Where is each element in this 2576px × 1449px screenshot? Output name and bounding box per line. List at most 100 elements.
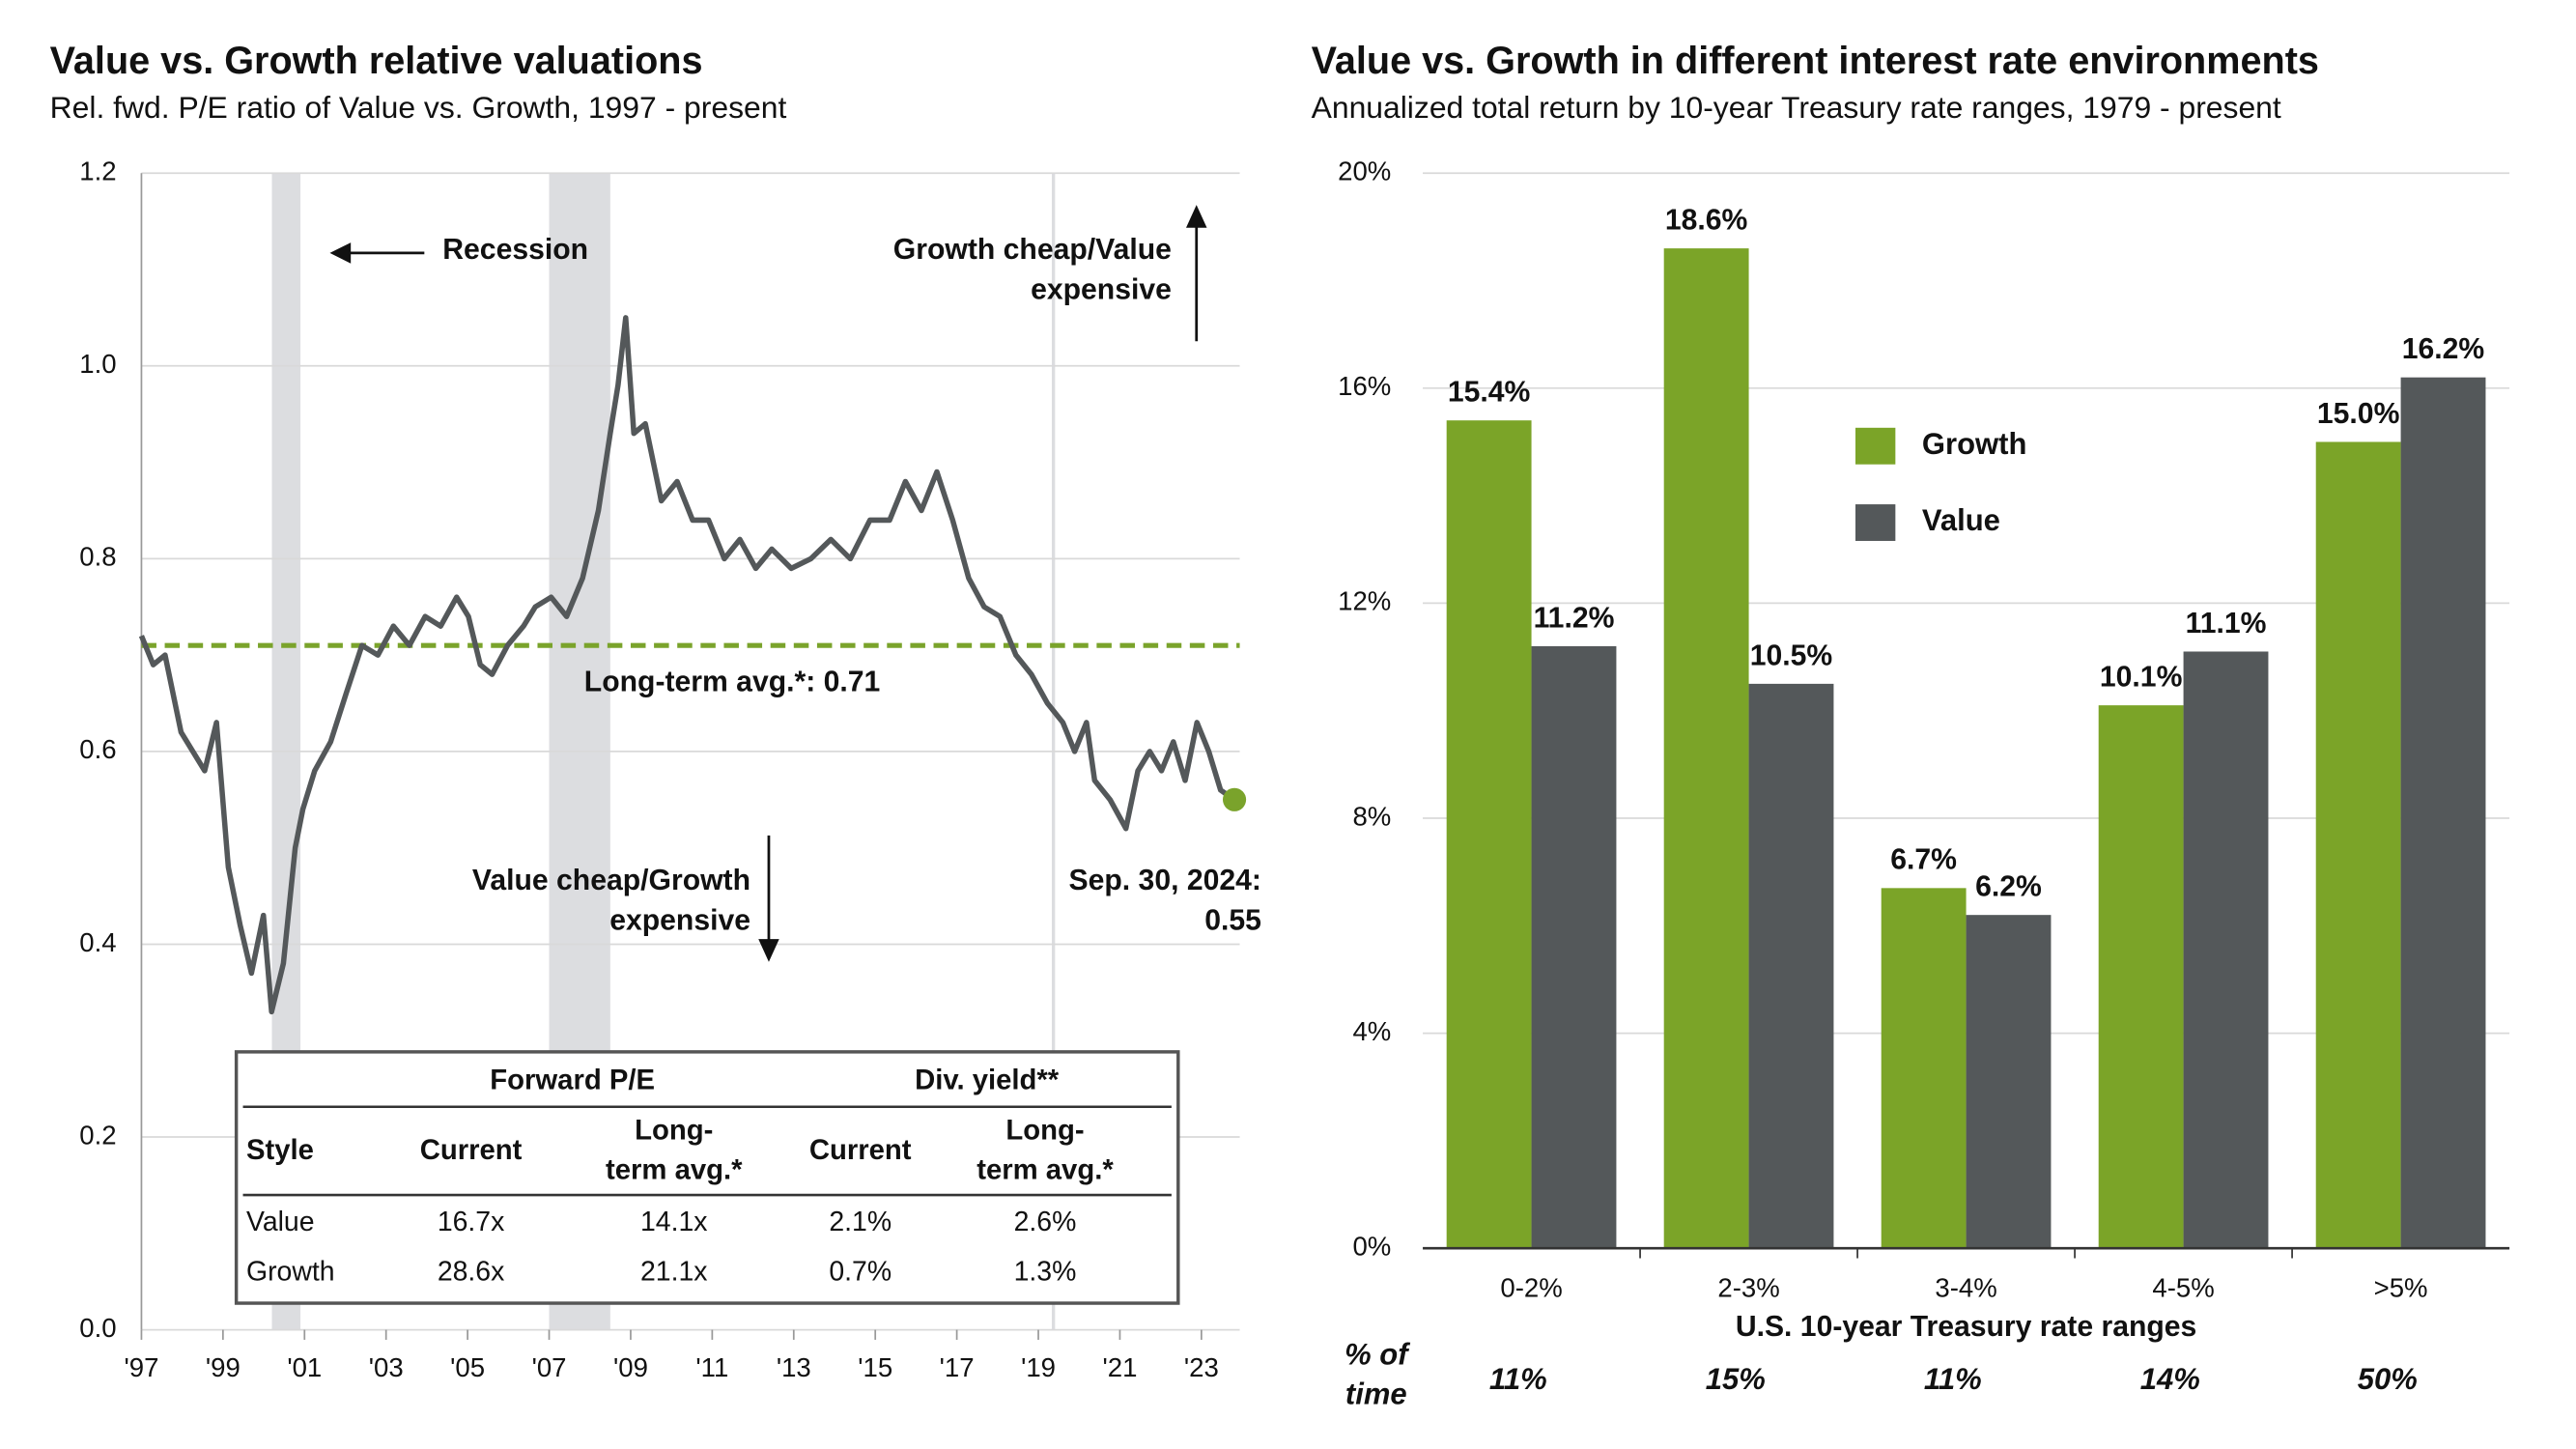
table-column-header: Long-: [635, 1114, 713, 1146]
table-cell: 1.3%: [1014, 1257, 1077, 1288]
y-tick-label: 0.4: [79, 927, 116, 957]
end-marker: [1222, 787, 1247, 811]
time-share: 50%: [2358, 1362, 2418, 1396]
table-cell: 2.6%: [1014, 1207, 1077, 1237]
x-tick-label: '21: [1102, 1352, 1137, 1382]
annotation: Recession: [442, 234, 588, 266]
table-column-header: Current: [420, 1134, 523, 1166]
x-tick-label: '11: [695, 1352, 728, 1382]
x-tick-label: '19: [1021, 1352, 1056, 1382]
time-share-label: time: [1345, 1378, 1407, 1411]
x-tick-label: '97: [124, 1352, 158, 1382]
valuation-line: [138, 315, 1236, 1015]
table-column-header: term avg.*: [606, 1154, 743, 1186]
bar-value-label: 15.4%: [1448, 377, 1530, 409]
bar-value-label: 6.7%: [1890, 844, 1957, 876]
table-column-header: Current: [809, 1134, 912, 1166]
end-label: Sep. 30, 2024:: [1069, 865, 1261, 896]
bar: [1531, 645, 1617, 1249]
legend-label: Growth: [1922, 427, 2026, 461]
arrow-head: [758, 939, 779, 962]
table-column-header: Long-: [1005, 1114, 1084, 1146]
x-tick-label: '13: [777, 1352, 811, 1382]
bar-value-label: 10.1%: [2100, 662, 2182, 694]
x-axis-label: U.S. 10-year Treasury rate ranges: [1736, 1311, 2197, 1343]
chart-title: Value vs. Growth in different interest r…: [1312, 40, 2319, 82]
y-tick-label: 20%: [1338, 156, 1391, 185]
y-tick-label: 1.2: [79, 156, 116, 185]
bar: [1446, 420, 1532, 1249]
x-tick-label: '01: [287, 1352, 322, 1382]
x-tick-label: '05: [450, 1352, 485, 1382]
y-tick-label: 8%: [1352, 801, 1391, 831]
bar-value-label: 11.1%: [2186, 608, 2267, 639]
y-tick-label: 16%: [1338, 371, 1391, 401]
annotation: Growth cheap/Value: [893, 234, 1172, 266]
x-tick-label: '09: [613, 1352, 648, 1382]
time-share: 15%: [1706, 1362, 1766, 1396]
bar-value-label: 10.5%: [1750, 639, 1832, 671]
table-box: [234, 1050, 1180, 1305]
y-tick-label: 0.0: [79, 1313, 116, 1343]
bar-value-label: 6.2%: [1975, 871, 2042, 903]
y-tick-label: 0.2: [79, 1120, 116, 1150]
time-share: 11%: [1489, 1362, 1547, 1396]
table-cell: 0.7%: [829, 1257, 892, 1288]
x-tick-label: '17: [940, 1352, 975, 1382]
arrow-head: [329, 242, 352, 264]
bar: [1748, 683, 1834, 1249]
y-tick-label: 0.6: [79, 734, 116, 764]
x-tick-label: 2-3%: [1717, 1273, 1779, 1303]
chart-title: Value vs. Growth relative valuations: [50, 40, 703, 82]
legend-label: Value: [1922, 503, 2000, 537]
x-tick-label: '23: [1184, 1352, 1219, 1382]
valuation-chart: 0.0 0.2 0.4 0.6 0.8 1.0 1.2 '97 '99 '01 '03 '05 '07 '…: [79, 156, 1261, 1382]
bar: [1881, 888, 1967, 1249]
annotation: expensive: [609, 904, 750, 936]
chart-subtitle: Annualized total return by 10-year Treas…: [1312, 90, 2281, 125]
bar: [2183, 651, 2269, 1249]
y-tick-label: 0%: [1352, 1231, 1391, 1261]
bar: [1966, 915, 2052, 1249]
table-cell: 16.7x: [438, 1207, 505, 1237]
legend-swatch: [1854, 427, 1896, 465]
x-tick-label: 3-4%: [1935, 1273, 1996, 1303]
x-tick-label: '07: [532, 1352, 567, 1382]
table-cell: 28.6x: [438, 1257, 505, 1288]
y-tick-label: 12%: [1338, 586, 1391, 616]
table-column-header: Style: [246, 1134, 314, 1166]
chart-subtitle: Rel. fwd. P/E ratio of Value vs. Growth,…: [50, 90, 787, 125]
annotation: Value cheap/Growth: [472, 865, 750, 896]
x-tick-label: 4-5%: [2152, 1273, 2214, 1303]
table-group-header: Div. yield**: [915, 1065, 1060, 1096]
y-tick-label: 1.0: [79, 349, 116, 379]
y-tick-label: 4%: [1352, 1016, 1391, 1046]
table-column-header: term avg.*: [977, 1154, 1114, 1186]
table-group-header: Forward P/E: [490, 1065, 655, 1096]
bar: [1663, 248, 1749, 1249]
table-cell: 21.1x: [640, 1257, 708, 1288]
average-label: Long-term avg.*: 0.71: [584, 667, 881, 698]
x-tick-label: '03: [369, 1352, 404, 1382]
annotation: expensive: [1031, 274, 1172, 306]
end-label: 0.55: [1204, 904, 1261, 936]
bar: [2315, 441, 2401, 1249]
table-cell: 14.1x: [640, 1207, 708, 1237]
bar: [2098, 705, 2184, 1249]
time-share: 11%: [1924, 1362, 1982, 1396]
time-share-label: % of: [1345, 1337, 1410, 1371]
time-share: 14%: [2140, 1362, 2200, 1396]
y-tick-label: 0.8: [79, 542, 116, 572]
bar-value-label: 11.2%: [1534, 602, 1615, 634]
bar-value-label: 15.0%: [2317, 398, 2399, 430]
x-tick-label: '99: [206, 1352, 241, 1382]
x-tick-label: 0-2%: [1500, 1273, 1562, 1303]
table-cell: Value: [246, 1207, 315, 1237]
legend-swatch: [1854, 504, 1896, 541]
x-tick-label: '15: [858, 1352, 892, 1382]
table-cell: Growth: [246, 1257, 335, 1288]
bar: [2400, 377, 2486, 1249]
arrows: [329, 205, 1207, 962]
